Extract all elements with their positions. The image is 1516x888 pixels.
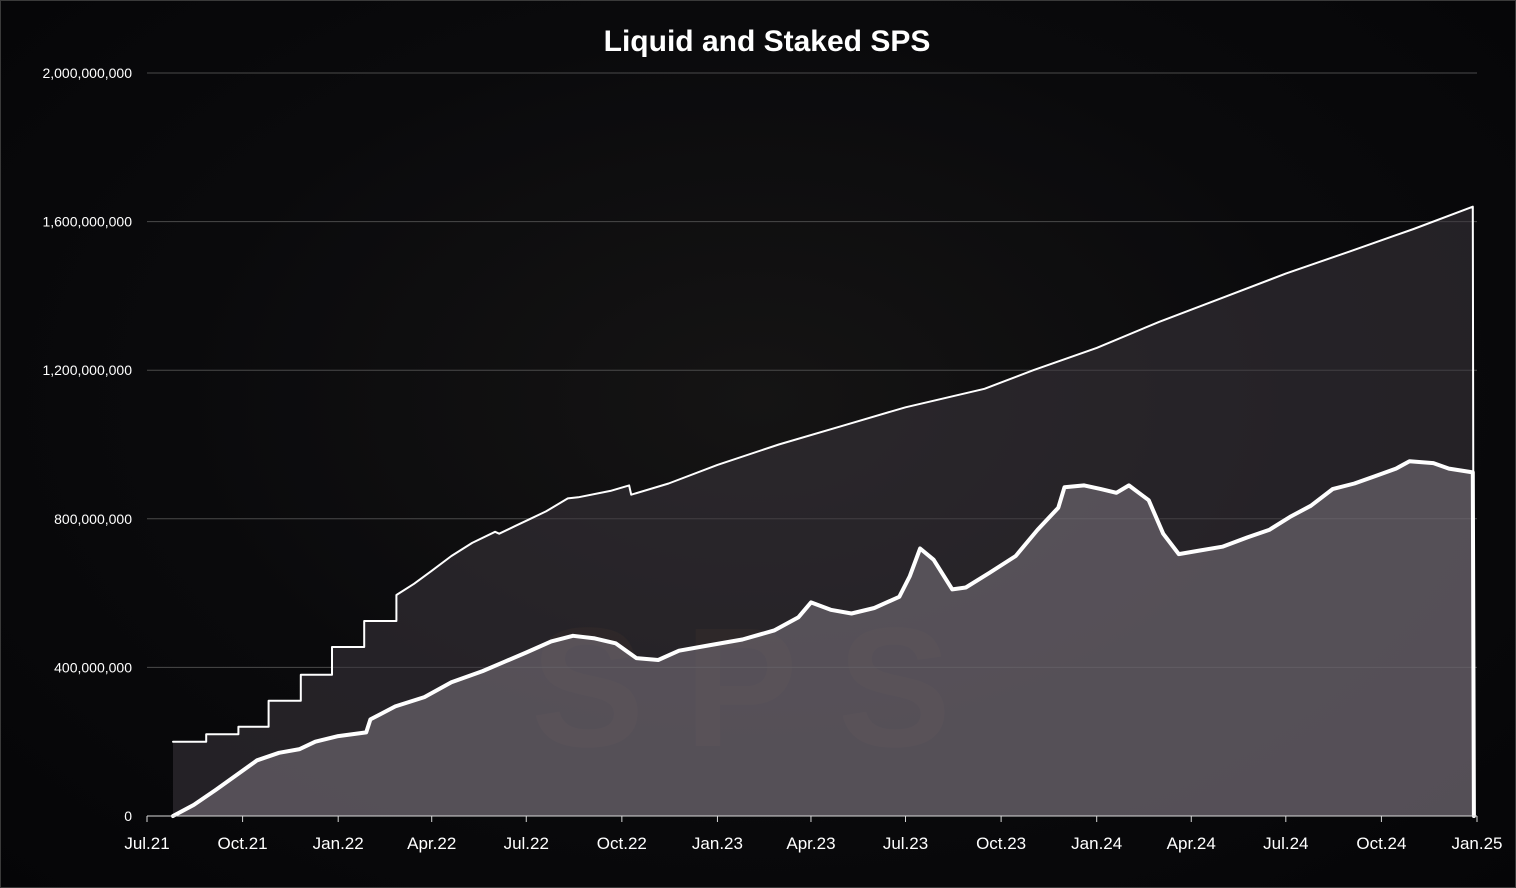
x-tick-label: Apr.23 (786, 834, 835, 853)
series-2-area (173, 461, 1474, 816)
axes (146, 815, 1478, 822)
chart-title: Liquid and Staked SPS (604, 25, 931, 58)
tick-labels: 0 400,000,000 800,000,000 1,200,000,000 1,60… (42, 65, 1502, 853)
series-2-line (171, 459, 1476, 818)
x-tick-label: Oct.22 (597, 834, 647, 853)
x-tick-label: Jul.23 (883, 834, 928, 853)
series-areas (171, 205, 1476, 818)
x-tick-label: Apr.24 (1167, 834, 1216, 853)
x-tick-label: Apr.22 (407, 834, 456, 853)
y-tick-label: 0 (124, 808, 132, 824)
y-tick-label: 2,000,000,000 (42, 65, 132, 81)
x-tick-label: Oct.23 (976, 834, 1026, 853)
x-tick-label: Oct.21 (218, 834, 268, 853)
x-tick-label: Jan.23 (692, 834, 743, 853)
x-tick-label: Oct.24 (1356, 834, 1406, 853)
y-tick-label: 400,000,000 (54, 659, 132, 675)
y-tick-label: 800,000,000 (54, 511, 132, 527)
series-1-line (172, 205, 1475, 817)
y-tick-label: 1,600,000,000 (42, 214, 132, 230)
y-tick-label: 1,200,000,000 (42, 362, 132, 378)
x-tick-label: Jul.22 (504, 834, 549, 853)
x-tick-label: Jan.22 (313, 834, 364, 853)
x-tick-label: Jan.24 (1071, 834, 1122, 853)
x-tick-label: Jan.25 (1451, 834, 1502, 853)
x-tick-label: Jul.24 (1263, 834, 1308, 853)
x-tick-label: Jul.21 (124, 834, 169, 853)
